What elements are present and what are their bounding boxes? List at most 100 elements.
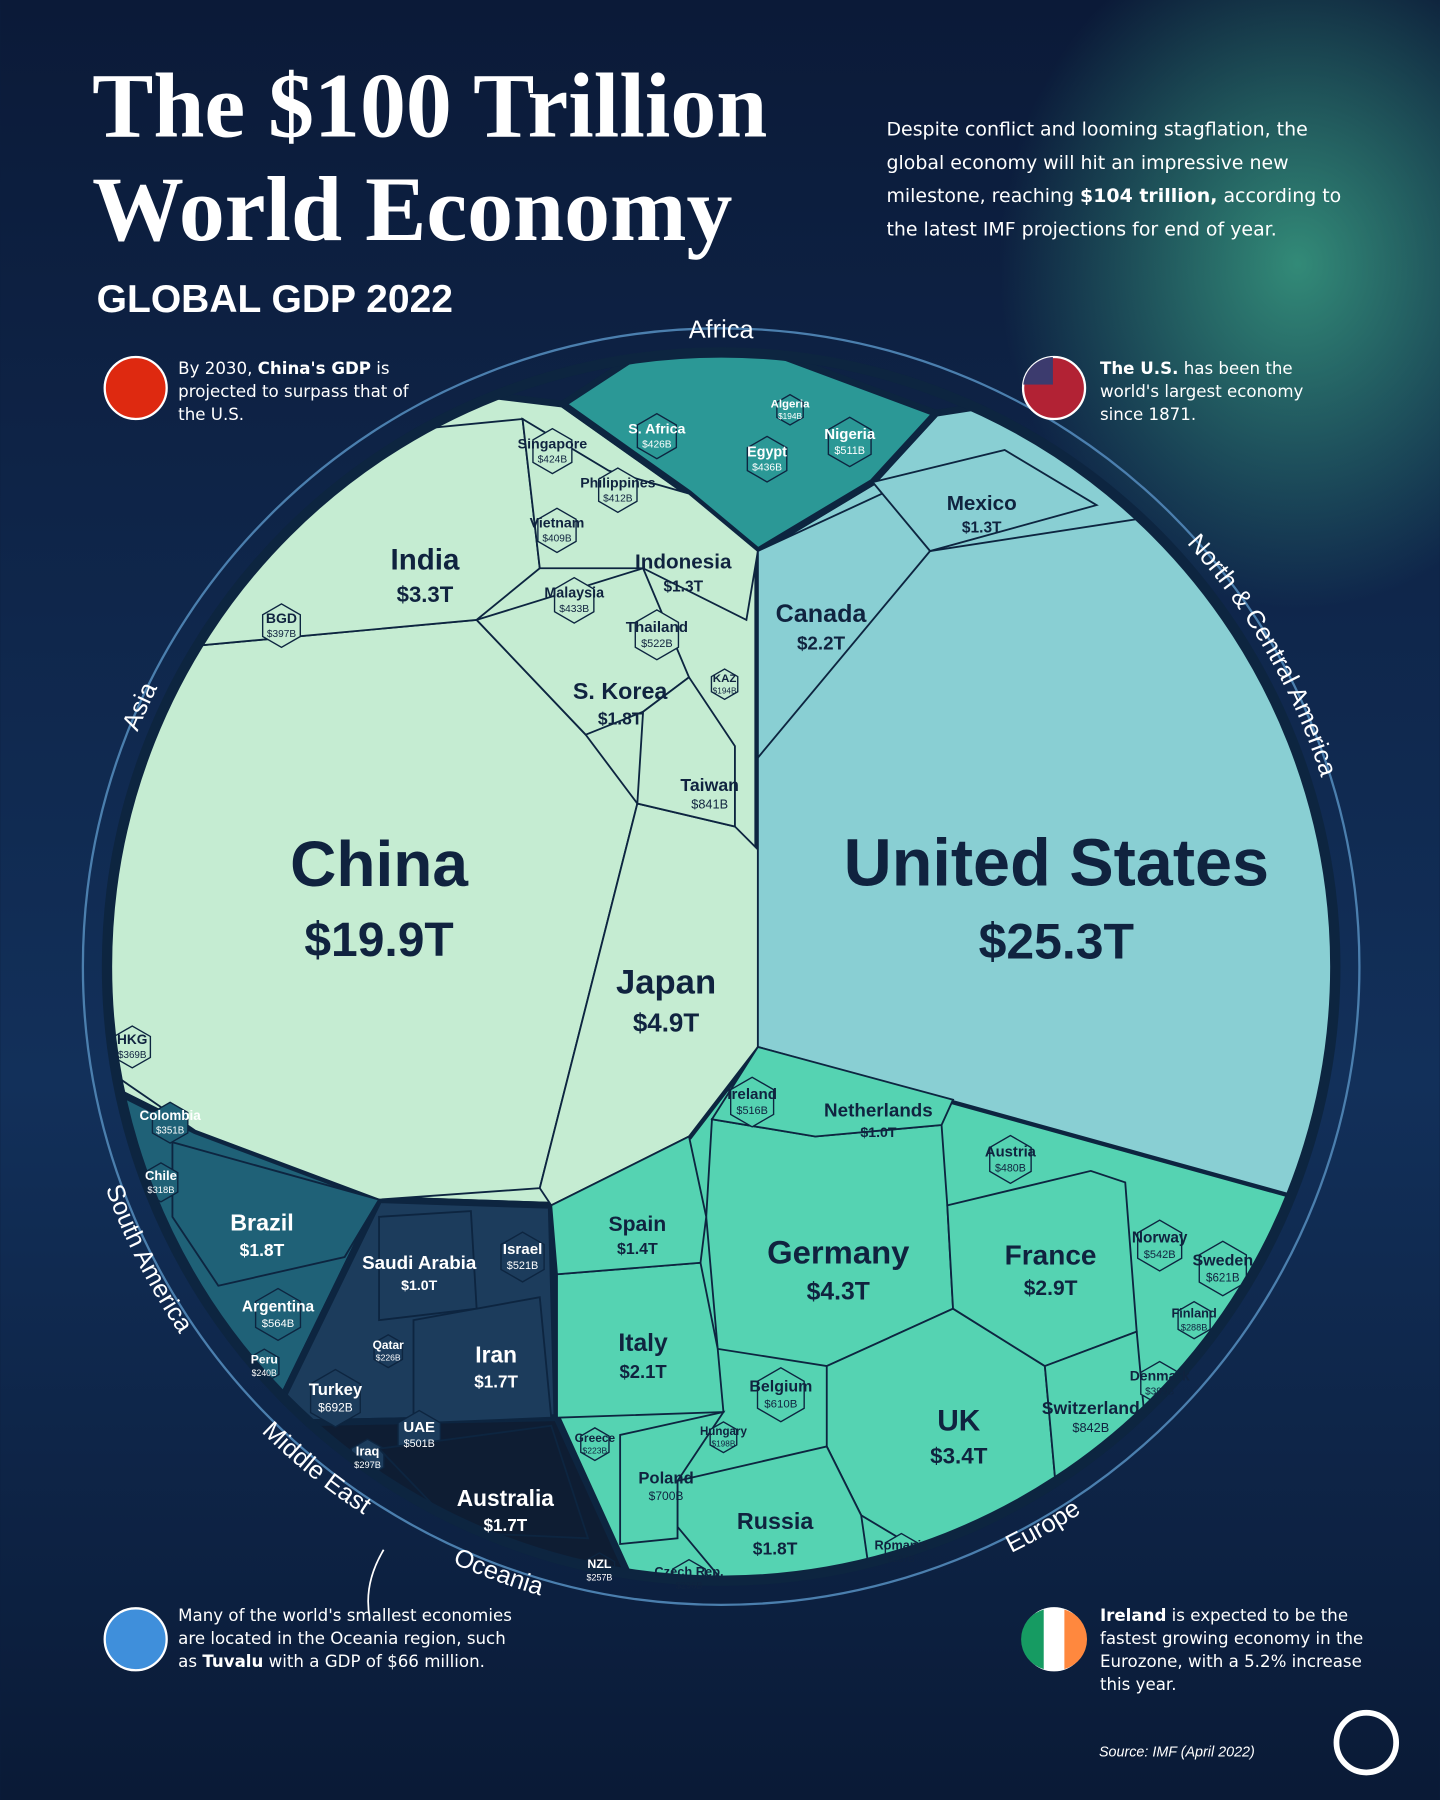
country-name: Greece	[575, 1431, 616, 1445]
country-name: Finland	[1171, 1306, 1216, 1321]
country-name: Ireland	[727, 1086, 777, 1103]
country-value: $318B	[147, 1184, 174, 1195]
note-box: The U.S. has been the world's largest ec…	[1100, 358, 1318, 427]
country-value: $1.4T	[617, 1241, 658, 1258]
country-cell	[730, 1076, 775, 1128]
country-value: $621B	[1206, 1272, 1240, 1284]
country-value: $369B	[118, 1050, 147, 1061]
country-name: Japan	[616, 964, 716, 1002]
text-run: is expected to be the fastest growing ec…	[1099, 1607, 1364, 1695]
text-run: $104 trillion,	[1080, 184, 1218, 207]
country-name: France	[1005, 1239, 1097, 1270]
country-value: $692B	[318, 1401, 353, 1415]
text-run: Despite conflict and looming stagflation…	[886, 118, 1308, 207]
country-value: $542B	[1144, 1249, 1176, 1261]
country-cell	[710, 668, 739, 701]
country-name: S. Korea	[573, 678, 669, 704]
country-name: Netherlands	[824, 1099, 933, 1120]
country-cell	[580, 1427, 610, 1462]
country-cell	[412, 1296, 553, 1425]
country-name: UK	[937, 1404, 981, 1437]
country-value: $288B	[1181, 1322, 1208, 1332]
text-run: with a GDP of $66 million.	[263, 1653, 485, 1672]
country-name: Turkey	[309, 1380, 363, 1399]
country-cell	[500, 1231, 545, 1283]
country-name: Taiwan	[680, 775, 739, 795]
country-cell	[746, 435, 788, 483]
country-value: $1.8T	[240, 1240, 285, 1260]
chart-title: The $100 Trillion World Economy	[92, 56, 768, 261]
country-cell	[538, 802, 759, 1207]
region-label: Africa	[688, 315, 755, 344]
country-value: $842B	[1072, 1420, 1109, 1435]
country-name: Malaysia	[544, 586, 605, 602]
country-cell	[254, 1287, 302, 1342]
country-name: Vietnam	[530, 515, 585, 531]
country-cell	[776, 393, 804, 426]
country-value: $198B	[712, 1439, 736, 1448]
country-value: $1.3T	[962, 520, 1002, 537]
country-cell	[373, 1333, 404, 1369]
country-value: $841B	[691, 797, 728, 812]
country-cell	[261, 603, 301, 649]
country-name: Germany	[767, 1234, 910, 1271]
note: Many of the world's smallest economies a…	[178, 1605, 522, 1674]
country-value: $1.3T	[663, 578, 703, 595]
country-value: $296B	[676, 1581, 703, 1591]
country-value: $4.9T	[633, 1010, 699, 1038]
flag-icon	[103, 355, 168, 421]
text-run: Ireland	[1099, 1607, 1167, 1626]
country-name: Iran	[475, 1342, 517, 1368]
flag-part	[1021, 1609, 1044, 1670]
country-name: Colombia	[140, 1108, 202, 1123]
country-cell	[553, 576, 595, 624]
country-value: $412B	[603, 493, 633, 504]
country-cell	[550, 1135, 708, 1276]
country-cell	[1177, 1300, 1211, 1340]
country-value: $1.7T	[474, 1373, 518, 1392]
country-cell	[989, 1134, 1032, 1185]
country-name: Iraq	[356, 1443, 380, 1458]
text-run: Many of the world's smallest economies a…	[178, 1607, 512, 1672]
text-run: Tuvalu	[202, 1653, 264, 1672]
country-value: $522B	[641, 638, 673, 650]
country-value: $516B	[736, 1105, 768, 1117]
title-box: The $100 Trillion World Economy	[92, 56, 768, 261]
country-value: $25.3T	[979, 914, 1134, 970]
country-name: Romania	[874, 1537, 929, 1552]
country-value: $501B	[404, 1438, 435, 1450]
country-name: Sweden	[1192, 1251, 1253, 1269]
flag-part	[1064, 1609, 1088, 1670]
country-name: Czech Rep.	[654, 1564, 723, 1579]
text-run: By 2030,	[178, 360, 258, 379]
country-name: Saudi Arabia	[362, 1252, 477, 1273]
country-name: Russia	[737, 1508, 814, 1534]
country-value: $1.8T	[598, 709, 643, 729]
country-cell	[171, 1141, 381, 1287]
country-value: $409B	[542, 534, 571, 545]
country-value: $397B	[267, 629, 296, 640]
country-value: $1.8T	[753, 1539, 798, 1559]
country-value: $194B	[713, 686, 737, 695]
text-run: according to the latest IMF projections …	[886, 184, 1342, 240]
country-name: Norway	[1132, 1229, 1188, 1246]
country-value: $2.1T	[619, 1361, 667, 1382]
country-name: Switzerland	[1042, 1398, 1140, 1418]
chart-subtitle: GLOBAL GDP 2022	[97, 278, 453, 321]
country-name: UAE	[403, 1419, 435, 1436]
country-value: $521B	[507, 1260, 539, 1272]
country-name: Austria	[985, 1144, 1037, 1160]
country-name: Qatar	[373, 1338, 405, 1352]
country-name: Egypt	[747, 444, 787, 460]
outer-ring	[81, 327, 1361, 1606]
country-value: $4.3T	[807, 1279, 870, 1306]
note: The U.S. has been the world's largest ec…	[1100, 358, 1318, 427]
country-name: BGD	[266, 610, 297, 626]
country-name: Denmark	[1130, 1367, 1190, 1383]
country-value: $194B	[778, 412, 802, 421]
country-cell	[532, 427, 573, 475]
country-cell	[636, 675, 736, 828]
country-name: Argentina	[242, 1298, 315, 1315]
